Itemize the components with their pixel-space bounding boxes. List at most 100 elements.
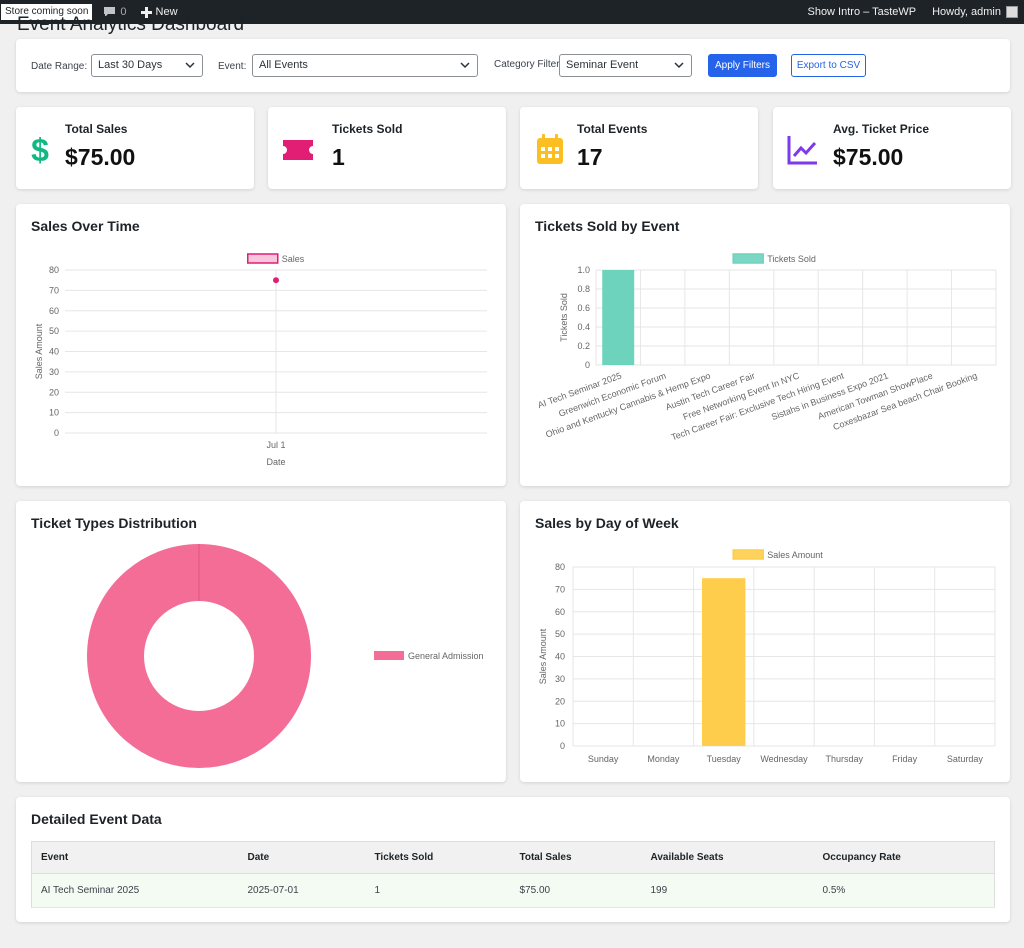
sales-by-day-card: Sales by Day of Week Sales Amount 0 10 20 30… (520, 501, 1010, 782)
comment-icon (104, 7, 116, 17)
calendar-icon (537, 134, 563, 164)
y-tick-label: 0.8 (577, 284, 590, 294)
y-tick-label: 0 (560, 741, 565, 751)
chart-title: Sales Over Time (31, 218, 140, 234)
event-value: All Events (259, 59, 308, 71)
y-tick-label: 30 (555, 674, 565, 684)
y-tick-label: 50 (555, 629, 565, 639)
x-tick-label: Saturday (947, 754, 984, 764)
stat-value: 17 (577, 144, 603, 170)
legend-swatch (732, 549, 764, 560)
y-axis-label: Sales Amount (538, 628, 548, 684)
table-cell: 199 (641, 873, 814, 908)
new-content-menu[interactable]: New (140, 6, 178, 18)
admin-bar: Store coming soon 0 New Show Intro – Tas… (0, 0, 1024, 24)
tickets-by-event-card: Tickets Sold by Event Tickets Sold 0 0.2 0.… (520, 204, 1010, 486)
stat-value: $75.00 (65, 144, 136, 170)
stat-label: Avg. Ticket Price (833, 122, 930, 136)
chevron-down-icon (185, 62, 195, 69)
table-title: Detailed Event Data (31, 811, 162, 827)
column-header: Date (238, 841, 366, 874)
x-tick-label: Tuesday (707, 754, 742, 764)
apply-filters-button[interactable]: Apply Filters (708, 54, 777, 77)
y-tick-label: 70 (49, 285, 59, 295)
column-header: Total Sales (510, 841, 642, 874)
dollar-icon: $ (31, 132, 49, 168)
y-tick-label: 0 (54, 428, 59, 438)
legend-label: Sales (282, 254, 305, 264)
bar (702, 578, 746, 746)
y-tick-label: 20 (555, 696, 565, 706)
date-range-select[interactable]: Last 30 Days (91, 54, 203, 77)
y-tick-label: 40 (555, 652, 565, 662)
plus-icon (140, 6, 152, 18)
avatar (1006, 6, 1018, 18)
my-account-menu[interactable]: Howdy, admin (932, 6, 1018, 18)
data-point (273, 277, 279, 284)
stat-card-tickets-sold: Tickets Sold 1 (268, 107, 506, 189)
legend-swatch (374, 651, 404, 660)
trend-chart-icon (787, 136, 817, 165)
legend-swatch (247, 253, 279, 264)
chart-title: Tickets Sold by Event (535, 218, 680, 234)
legend-swatch (732, 253, 764, 264)
ticket-types-card: Ticket Types Distribution General Admiss… (16, 501, 506, 782)
y-tick-label: 1.0 (577, 265, 590, 275)
ticket-icon (283, 140, 313, 160)
x-axis-label: Date (266, 457, 285, 467)
x-tick-label: Friday (892, 754, 918, 764)
sales-by-day-chart: Sales Amount 0 10 20 30 40 50 60 70 80 Sunday Monda… (538, 549, 996, 764)
column-header: Event (31, 841, 239, 874)
column-header: Occupancy Rate (813, 841, 995, 874)
y-tick-label: 70 (555, 584, 565, 594)
column-header: Available Seats (641, 841, 814, 874)
stat-label: Tickets Sold (332, 122, 403, 136)
table-cell: 2025-07-01 (238, 873, 366, 908)
event-label: Event: (218, 61, 247, 72)
comments-menu[interactable]: 0 (103, 6, 127, 18)
category-filter-label: Category Filter (494, 59, 560, 70)
date-range-value: Last 30 Days (98, 59, 163, 71)
stat-label: Total Sales (65, 122, 128, 136)
show-intro-link[interactable]: Show Intro – TasteWP (807, 6, 917, 18)
chevron-down-icon (674, 62, 684, 69)
event-select[interactable]: All Events (252, 54, 478, 77)
detailed-event-data-card: Detailed Event Data Event Date Tickets S… (16, 797, 1010, 922)
chevron-down-icon (460, 62, 470, 69)
store-coming-soon-badge[interactable]: Store coming soon (0, 3, 94, 21)
y-tick-label: 10 (555, 719, 565, 729)
table-cell: 0.5% (813, 873, 995, 908)
comments-count: 0 (120, 6, 127, 18)
category-value: Seminar Event (566, 59, 639, 71)
y-tick-label: 60 (49, 306, 59, 316)
stat-value: 1 (332, 144, 345, 170)
table-cell: 1 (365, 873, 511, 908)
y-tick-label: 40 (49, 347, 59, 357)
table-row: AI Tech Seminar 2025 2025-07-01 1 $75.00… (31, 873, 995, 908)
y-tick-label: 60 (555, 607, 565, 617)
sales-over-time-card: Sales Over Time Sales 0 10 20 30 40 50 60 70 80 Ju… (16, 204, 506, 486)
legend-label: General Admission (408, 651, 484, 661)
x-tick-label: Sunday (588, 754, 619, 764)
category-select[interactable]: Seminar Event (559, 54, 692, 77)
y-axis-label: Sales Amount (34, 323, 44, 379)
chart-title: Sales by Day of Week (535, 515, 679, 531)
y-tick-label: 80 (555, 562, 565, 572)
table-header-row: Event Date Tickets Sold Total Sales Avai… (31, 841, 995, 874)
new-label: New (155, 6, 178, 18)
y-tick-label: 0 (585, 360, 590, 370)
legend-label: Tickets Sold (767, 254, 816, 264)
event-data-table: Event Date Tickets Sold Total Sales Avai… (31, 841, 995, 908)
y-tick-label: 20 (49, 387, 59, 397)
stat-card-avg-ticket-price: Avg. Ticket Price $75.00 (773, 107, 1011, 189)
table-cell: $75.00 (510, 873, 642, 908)
stat-value: $75.00 (833, 144, 904, 170)
export-csv-button[interactable]: Export to CSV (791, 54, 866, 77)
y-tick-label: 10 (49, 408, 59, 418)
y-tick-label: 30 (49, 367, 59, 377)
sales-over-time-chart: Sales 0 10 20 30 40 50 60 70 80 Jul 1 Date Sales Amo… (34, 253, 487, 467)
y-tick-label: 0.4 (577, 322, 590, 332)
stat-card-total-sales: $ Total Sales $75.00 (16, 107, 254, 189)
legend-label: Sales Amount (767, 550, 823, 560)
